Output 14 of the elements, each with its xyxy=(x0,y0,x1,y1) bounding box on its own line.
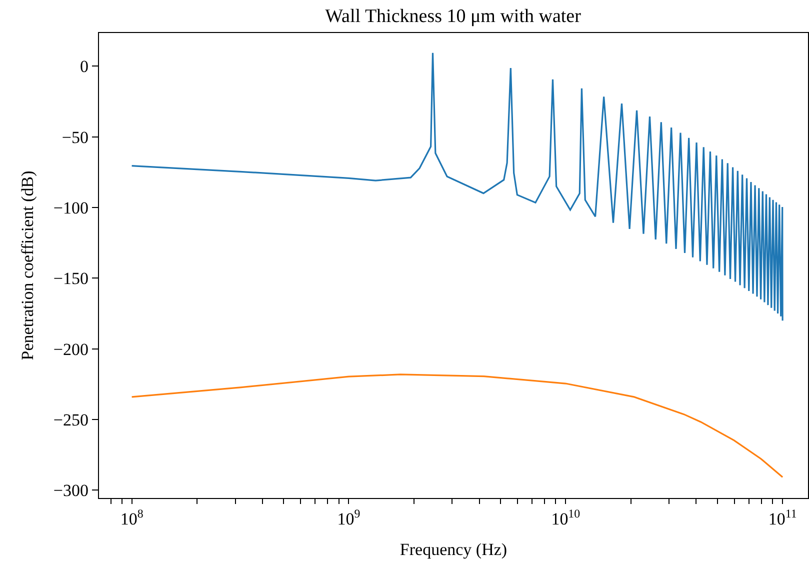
y-tick-label: −300 xyxy=(53,481,88,500)
y-tick-label: −50 xyxy=(62,128,88,147)
y-tick-label: −250 xyxy=(53,410,88,430)
chart-title: Wall Thickness 10 μm with water xyxy=(325,6,582,27)
y-tick-label: −150 xyxy=(53,269,88,288)
x-tick-label: 10$^{11}$ xyxy=(768,506,797,528)
y-tick-label: 0 xyxy=(80,57,88,76)
y-tick-label: −200 xyxy=(53,340,88,359)
y-tick-label: −100 xyxy=(53,198,88,218)
y-axis-title: Penetration coefficient (dB) xyxy=(18,170,37,360)
x-tick-label: 10$^{9}$ xyxy=(337,506,360,528)
x-tick-label: 10$^{10}$ xyxy=(551,506,580,528)
x-axis-title: Frequency (Hz) xyxy=(400,540,508,559)
x-tick-label: 10$^{8}$ xyxy=(120,506,144,528)
